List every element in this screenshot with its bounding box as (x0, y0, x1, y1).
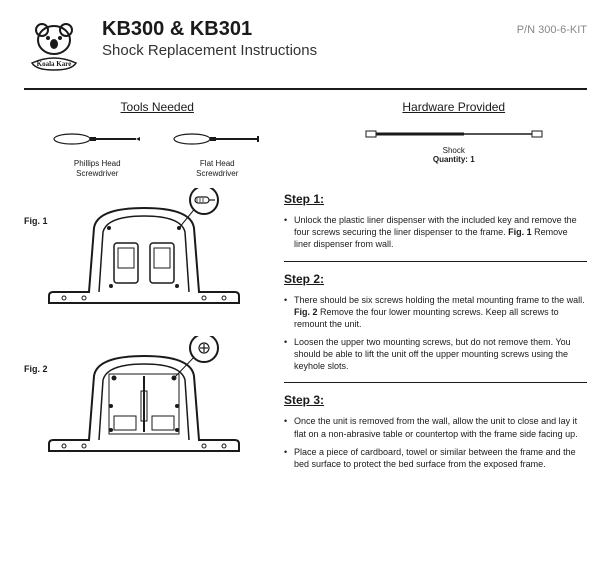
figures-column: Fig. 1 (24, 188, 264, 484)
tools-header: Tools Needed (24, 100, 291, 114)
shock-icon (364, 128, 544, 140)
step-2-body: There should be six screws holding the m… (284, 294, 587, 373)
header: Koala Kare KB300 & KB301 Shock Replaceme… (24, 18, 587, 90)
step-bullet: Once the unit is removed from the wall, … (284, 415, 587, 439)
step-bullet: There should be six screws holding the m… (284, 294, 587, 330)
fig1-label: Fig. 1 (24, 216, 48, 226)
tool-label-line1: Flat Head (200, 159, 235, 168)
fig2-label: Fig. 2 (24, 364, 48, 374)
separator (284, 382, 587, 383)
step-bullet: Place a piece of cardboard, towel or sim… (284, 446, 587, 470)
figure-2: Fig. 2 (24, 336, 264, 466)
hardware-section: Hardware Provided Shock Quantity: 1 (321, 100, 588, 178)
quantity-value: 1 (470, 155, 474, 164)
step-bullet: Loosen the upper two mounting screws, bu… (284, 336, 587, 372)
flat-screwdriver: Flat Head Screwdriver (172, 128, 262, 178)
phillips-screwdriver: Phillips Head Screwdriver (52, 128, 142, 178)
step-1-body: Unlock the plastic liner dispenser with … (284, 214, 587, 250)
product-title: KB300 & KB301 (102, 18, 499, 40)
hardware-header: Hardware Provided (321, 100, 588, 114)
svg-text:Koala Kare: Koala Kare (37, 60, 72, 68)
hardware-item-label: Shock (443, 146, 465, 155)
tool-label-line2: Screwdriver (76, 169, 118, 178)
step-2-title: Step 2: (284, 272, 587, 286)
title-block: KB300 & KB301 Shock Replacement Instruct… (102, 18, 499, 59)
step-3-body: Once the unit is removed from the wall, … (284, 415, 587, 470)
separator (284, 261, 587, 262)
document-subtitle: Shock Replacement Instructions (102, 42, 499, 59)
step-1-title: Step 1: (284, 192, 587, 206)
tool-label-line2: Screwdriver (196, 169, 238, 178)
figure-1: Fig. 1 (24, 188, 264, 318)
step-bullet: Unlock the plastic liner dispenser with … (284, 214, 587, 250)
body: Fig. 1 (24, 188, 587, 484)
steps-column: Step 1: Unlock the plastic liner dispens… (284, 188, 587, 484)
step-3-title: Step 3: (284, 393, 587, 407)
quantity-label: Quantity: (433, 155, 470, 164)
tools-section: Tools Needed Phillips Head Screwdriver (24, 100, 291, 178)
tools-hardware-row: Tools Needed Phillips Head Screwdriver (24, 100, 587, 178)
part-number: P/N 300-6-KIT (517, 24, 587, 36)
koala-kare-logo: Koala Kare (24, 18, 84, 78)
tool-label-line1: Phillips Head (74, 159, 121, 168)
